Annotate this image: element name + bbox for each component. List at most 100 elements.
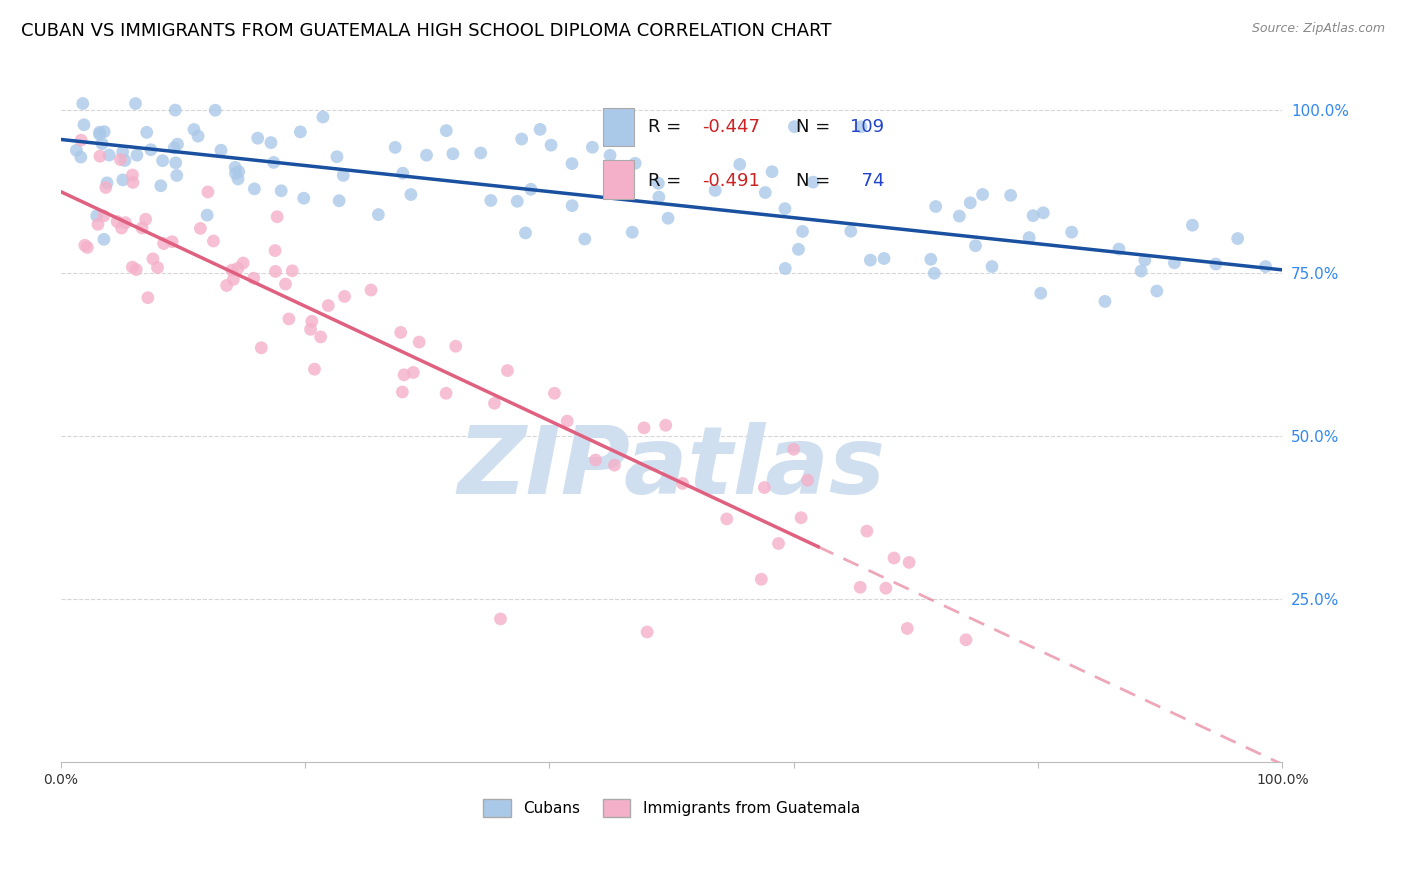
Point — [73, 238, 96, 252]
Point — [775, 261, 797, 276]
Point — [479, 194, 502, 208]
Point — [873, 252, 896, 266]
Point — [581, 140, 603, 154]
Point — [105, 214, 128, 228]
Point — [160, 235, 183, 249]
Point — [716, 512, 738, 526]
Point — [139, 143, 162, 157]
Point — [391, 166, 413, 180]
Point — [114, 153, 136, 168]
Point — [277, 312, 299, 326]
Point — [636, 624, 658, 639]
Point — [792, 224, 814, 238]
Point — [920, 252, 942, 267]
Point — [849, 580, 872, 594]
Point — [790, 510, 813, 524]
Point — [555, 414, 578, 428]
Point — [470, 145, 492, 160]
Point — [1226, 231, 1249, 245]
Point — [111, 145, 134, 159]
Point — [163, 141, 186, 155]
Point — [166, 137, 188, 152]
Point — [165, 156, 187, 170]
Point — [754, 186, 776, 200]
Point — [326, 150, 349, 164]
Point — [246, 131, 269, 145]
Point — [312, 110, 335, 124]
Point — [704, 183, 727, 197]
Point — [1060, 225, 1083, 239]
Point — [202, 234, 225, 248]
Point — [290, 125, 312, 139]
Point — [1094, 294, 1116, 309]
Point — [859, 253, 882, 268]
Point — [1146, 284, 1168, 298]
Point — [93, 125, 115, 139]
Point — [883, 551, 905, 566]
Point — [389, 326, 412, 340]
Point — [561, 156, 583, 170]
Point — [972, 187, 994, 202]
Point — [86, 209, 108, 223]
Point — [149, 178, 172, 193]
Text: CUBAN VS IMMIGRANTS FROM GUATEMALA HIGH SCHOOL DIPLOMA CORRELATION CHART: CUBAN VS IMMIGRANTS FROM GUATEMALA HIGH … — [21, 22, 831, 40]
Point — [754, 481, 776, 495]
Point — [204, 103, 226, 118]
Point — [728, 157, 751, 171]
Point — [444, 339, 467, 353]
Point — [801, 175, 824, 189]
Point — [197, 185, 219, 199]
Point — [1163, 256, 1185, 270]
Point — [959, 195, 981, 210]
Point — [224, 166, 246, 180]
Point — [124, 96, 146, 111]
Point — [1205, 257, 1227, 271]
Point — [221, 263, 243, 277]
Point — [264, 244, 287, 258]
Point — [250, 341, 273, 355]
Point — [1000, 188, 1022, 202]
Point — [224, 161, 246, 175]
Point — [195, 208, 218, 222]
Point — [624, 156, 647, 170]
Point — [135, 125, 157, 139]
Point — [1032, 206, 1054, 220]
Point — [367, 208, 389, 222]
Point — [152, 153, 174, 168]
Point — [925, 200, 948, 214]
Point — [110, 221, 132, 235]
Point — [165, 103, 187, 117]
Point — [434, 123, 457, 137]
Point — [121, 168, 143, 182]
Point — [122, 175, 145, 189]
Point — [543, 386, 565, 401]
Point — [131, 221, 153, 235]
Point — [242, 271, 264, 285]
Point — [749, 572, 772, 586]
Point — [264, 264, 287, 278]
Point — [1130, 264, 1153, 278]
Point — [69, 150, 91, 164]
Point — [89, 128, 111, 142]
Point — [111, 173, 134, 187]
Point — [839, 224, 862, 238]
Point — [94, 180, 117, 194]
Legend: Cubans, Immigrants from Guatemala: Cubans, Immigrants from Guatemala — [477, 792, 866, 823]
Point — [332, 169, 354, 183]
Point — [292, 191, 315, 205]
Point — [91, 136, 114, 151]
Point — [391, 384, 413, 399]
Point — [561, 199, 583, 213]
Point — [226, 261, 249, 276]
Point — [146, 260, 169, 275]
Text: Source: ZipAtlas.com: Source: ZipAtlas.com — [1251, 22, 1385, 36]
Point — [304, 362, 326, 376]
Point — [263, 155, 285, 169]
Point — [114, 216, 136, 230]
Point — [183, 122, 205, 136]
Point — [70, 133, 93, 147]
Point — [434, 386, 457, 401]
Point — [783, 120, 806, 134]
Point — [243, 182, 266, 196]
Point — [796, 473, 818, 487]
